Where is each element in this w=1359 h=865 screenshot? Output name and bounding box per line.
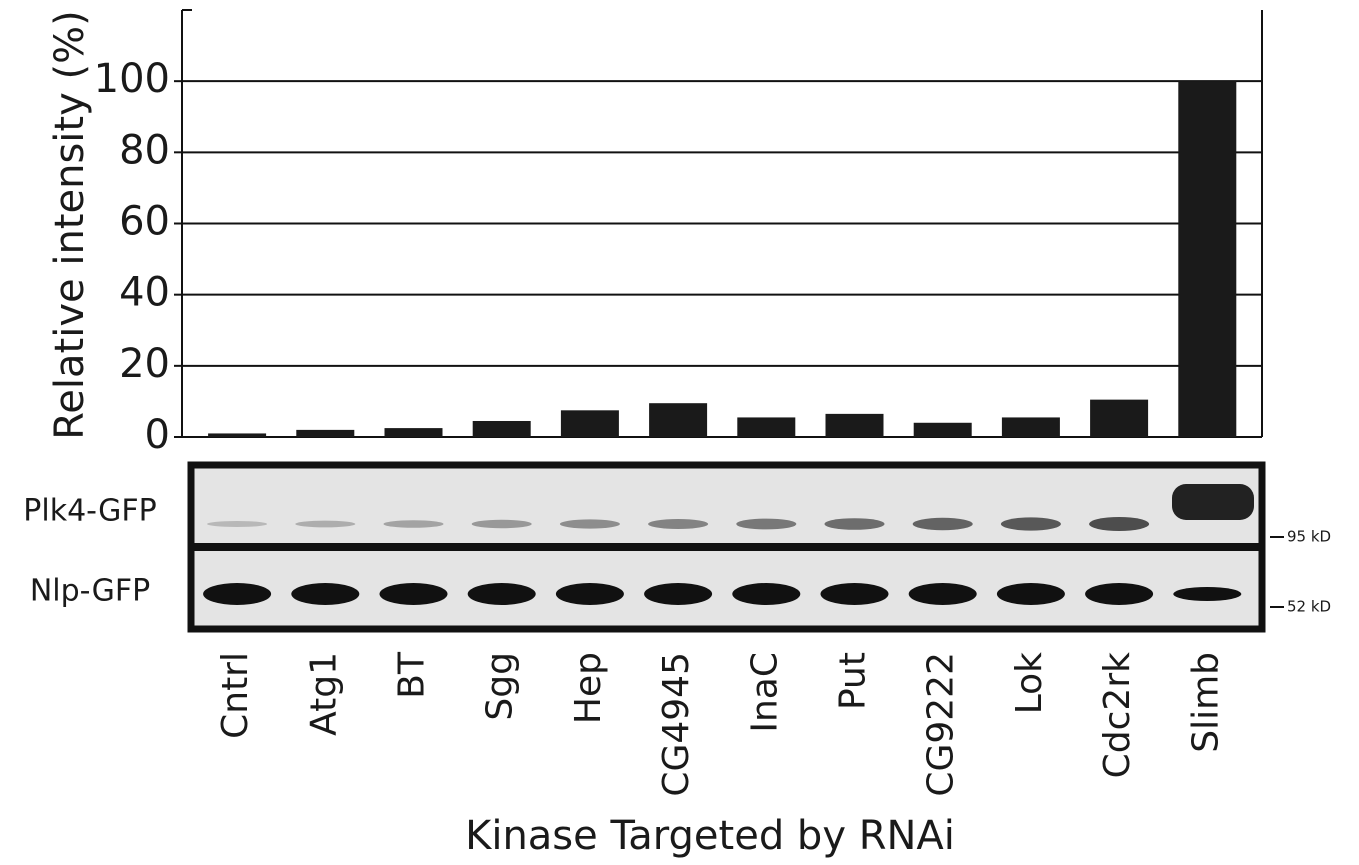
blot-label: Plk4-GFP	[23, 494, 156, 529]
x-tick-label: Cntrl	[215, 652, 256, 739]
blot-band	[207, 521, 267, 527]
x-tick-label: CG9222	[921, 652, 962, 797]
bar	[296, 430, 354, 437]
blot-band	[295, 521, 355, 528]
bar	[649, 403, 707, 437]
y-tick-label: 100	[94, 56, 170, 102]
blot-band	[825, 518, 885, 530]
y-tick-label: 20	[119, 341, 170, 387]
bar	[914, 423, 972, 437]
bar	[737, 417, 795, 437]
blot-band	[736, 519, 796, 530]
y-axis-label: Relative intensity (%)	[47, 10, 93, 439]
blot-label: Nlp-GFP	[30, 574, 150, 609]
x-tick-label: Cdc2rk	[1097, 652, 1138, 778]
bar	[1002, 417, 1060, 437]
x-tick-label: Atg1	[303, 652, 344, 736]
blot-band	[291, 583, 359, 605]
blot	[191, 465, 1262, 629]
blot-band	[468, 583, 536, 605]
bar	[1178, 81, 1236, 437]
x-tick-label: Slimb	[1185, 652, 1226, 753]
y-tick-label: 0	[145, 412, 170, 458]
chart: Relative intensity (%) Kinase Targeted b…	[0, 0, 1359, 865]
blot-band	[472, 520, 532, 528]
x-tick-label: BT	[392, 651, 433, 699]
x-tick-label: Sgg	[480, 652, 521, 721]
x-axis-label: Kinase Targeted by RNAi	[465, 813, 955, 859]
blot-band	[1001, 517, 1061, 530]
x-tick-label: InaC	[744, 652, 785, 733]
blot-band	[1089, 517, 1149, 531]
blot-band	[997, 583, 1065, 605]
bar	[561, 410, 619, 437]
x-tick-label: Put	[833, 652, 874, 710]
bar	[208, 433, 266, 437]
blot-band	[203, 583, 271, 605]
bar	[385, 428, 443, 437]
bar	[826, 414, 884, 437]
blot-band	[732, 583, 800, 605]
bar	[473, 421, 531, 437]
blot-band	[380, 583, 448, 605]
blot-band	[648, 519, 708, 529]
blot-band	[909, 583, 977, 605]
blot-band	[913, 518, 973, 530]
bar	[1090, 400, 1148, 437]
blot-band	[821, 583, 889, 605]
y-tick-label: 60	[119, 199, 170, 245]
x-tick-label: Hep	[568, 652, 609, 724]
size-marker: 95 kD	[1287, 528, 1331, 546]
x-tick-label: CG4945	[656, 652, 697, 797]
blot-band	[560, 519, 620, 528]
blot-band	[384, 520, 444, 528]
blot-band	[1173, 587, 1241, 601]
size-marker: 52 kD	[1287, 598, 1331, 616]
y-tick-label: 40	[119, 270, 170, 316]
y-tick-label: 80	[119, 127, 170, 173]
blot-band	[556, 583, 624, 605]
blot-smear	[1172, 484, 1254, 520]
x-tick-label: Lok	[1009, 652, 1050, 714]
blot-band	[644, 583, 712, 605]
page: Relative intensity (%) Kinase Targeted b…	[0, 0, 1359, 865]
blot-band	[1085, 583, 1153, 605]
